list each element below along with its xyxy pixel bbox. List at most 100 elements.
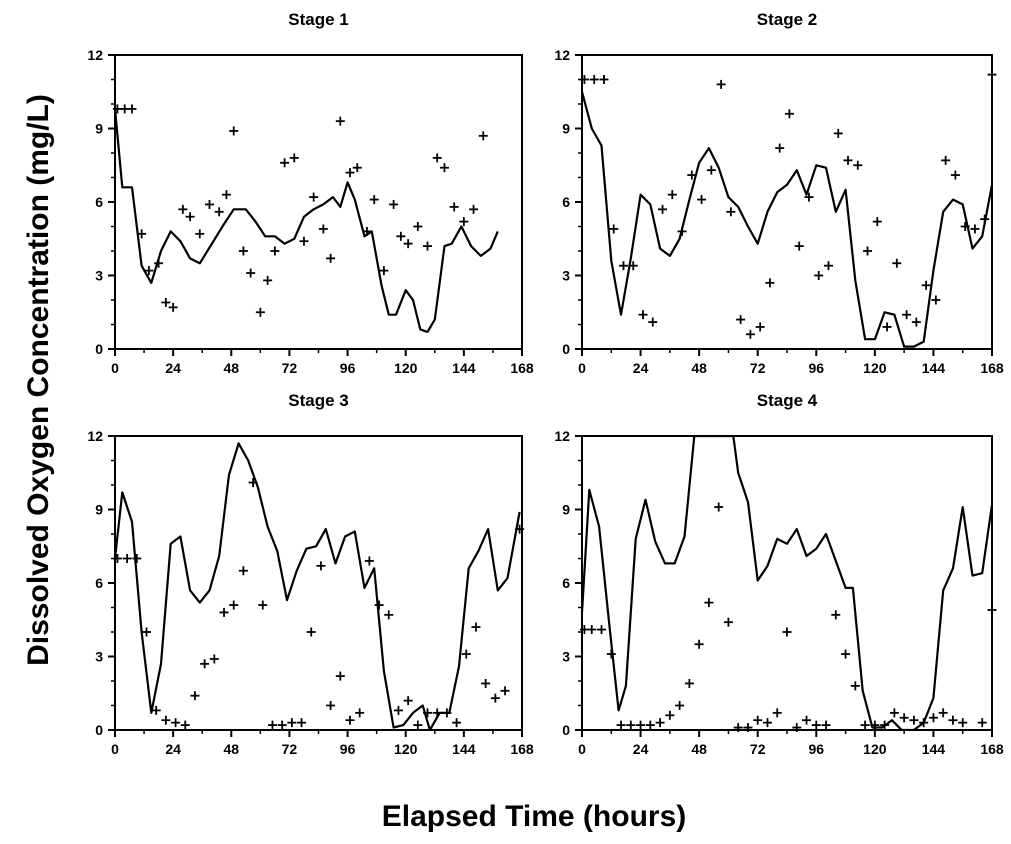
data-point-marker xyxy=(765,278,775,288)
x-tick-label: 24 xyxy=(165,360,181,376)
data-point-marker xyxy=(628,261,638,271)
data-point-marker xyxy=(970,224,980,234)
data-point-marker xyxy=(316,561,326,571)
data-point-marker xyxy=(297,718,307,728)
data-point-marker xyxy=(168,302,178,312)
x-tick-label: 120 xyxy=(863,360,887,376)
y-tick-label: 9 xyxy=(95,502,103,518)
y-tick-label: 9 xyxy=(95,121,103,137)
data-point-marker xyxy=(141,627,151,637)
data-point-marker xyxy=(823,261,833,271)
data-point-marker xyxy=(355,708,365,718)
data-point-marker xyxy=(658,204,668,214)
y-tick-label: 12 xyxy=(554,47,570,63)
data-point-marker xyxy=(616,720,626,730)
data-point-marker xyxy=(500,686,510,696)
data-point-marker xyxy=(214,207,224,217)
data-point-marker xyxy=(413,222,423,231)
data-point-marker xyxy=(478,131,488,141)
y-tick-label: 0 xyxy=(95,341,103,357)
data-point-marker xyxy=(335,671,345,681)
data-point-marker xyxy=(579,75,589,84)
data-point-marker xyxy=(811,720,821,730)
data-point-marker xyxy=(755,322,765,332)
y-tick-label: 0 xyxy=(562,341,570,357)
data-point-marker xyxy=(379,266,389,276)
data-point-marker xyxy=(204,199,214,209)
x-tick-label: 48 xyxy=(691,741,707,757)
data-point-marker xyxy=(980,214,990,224)
data-point-marker xyxy=(238,246,248,256)
data-point-marker xyxy=(902,310,912,320)
data-point-marker xyxy=(469,204,479,214)
data-point-marker xyxy=(782,627,792,637)
data-point-marker xyxy=(299,236,309,246)
data-point-marker xyxy=(892,258,902,268)
data-point-marker xyxy=(960,222,970,231)
y-tick-label: 9 xyxy=(562,121,570,137)
data-point-marker xyxy=(255,307,265,317)
data-point-marker xyxy=(369,195,379,205)
chart-title: Stage 4 xyxy=(757,391,818,410)
data-point-marker xyxy=(309,192,319,202)
data-point-marker xyxy=(459,217,469,227)
data-point-marker xyxy=(716,79,726,89)
data-point-marker xyxy=(655,718,665,728)
data-point-marker xyxy=(423,708,433,718)
data-point-marker xyxy=(144,266,154,276)
y-tick-label: 3 xyxy=(95,649,103,665)
x-tick-label: 96 xyxy=(340,360,356,376)
data-point-marker xyxy=(704,598,714,608)
data-point-marker xyxy=(151,705,161,715)
x-tick-label: 168 xyxy=(980,741,1004,757)
data-point-marker xyxy=(122,554,132,563)
data-point-marker xyxy=(396,231,406,241)
data-point-marker xyxy=(362,226,372,236)
x-tick-label: 168 xyxy=(510,360,534,376)
data-point-marker xyxy=(185,212,195,222)
data-point-marker xyxy=(909,715,919,725)
data-point-marker xyxy=(461,649,471,659)
data-point-marker xyxy=(726,207,736,217)
data-point-marker xyxy=(694,639,704,649)
chart-title: Stage 3 xyxy=(288,391,348,410)
y-tick-label: 6 xyxy=(562,194,570,210)
data-point-marker xyxy=(238,566,248,576)
data-point-marker xyxy=(481,678,491,688)
plot-frame xyxy=(114,54,523,350)
data-point-marker xyxy=(667,190,677,200)
data-point-marker xyxy=(490,693,500,703)
y-tick-label: 12 xyxy=(87,428,103,444)
data-point-marker xyxy=(289,153,299,163)
x-tick-label: 72 xyxy=(750,741,766,757)
data-point-marker xyxy=(318,224,328,234)
y-tick-label: 0 xyxy=(562,722,570,738)
y-tick-label: 12 xyxy=(87,47,103,63)
data-point-marker xyxy=(921,280,931,290)
data-point-marker xyxy=(987,70,997,80)
data-point-marker xyxy=(814,271,824,280)
data-point-marker xyxy=(326,253,336,263)
data-point-marker xyxy=(843,155,853,165)
data-point-marker xyxy=(132,554,142,563)
data-point-marker xyxy=(772,708,782,718)
data-point-marker xyxy=(636,720,646,730)
data-point-marker xyxy=(171,718,181,728)
x-tick-label: 24 xyxy=(633,741,649,757)
data-point-marker xyxy=(221,190,231,200)
data-point-marker xyxy=(794,241,804,251)
data-point-marker xyxy=(706,165,716,175)
data-point-marker xyxy=(515,524,525,534)
data-point-marker xyxy=(384,610,394,620)
x-tick-label: 144 xyxy=(922,360,946,376)
data-point-marker xyxy=(775,143,785,153)
data-point-marker xyxy=(403,696,413,706)
data-point-marker xyxy=(432,153,442,163)
plot-frame xyxy=(114,435,523,731)
data-point-marker xyxy=(762,718,772,728)
data-point-marker xyxy=(987,605,997,615)
